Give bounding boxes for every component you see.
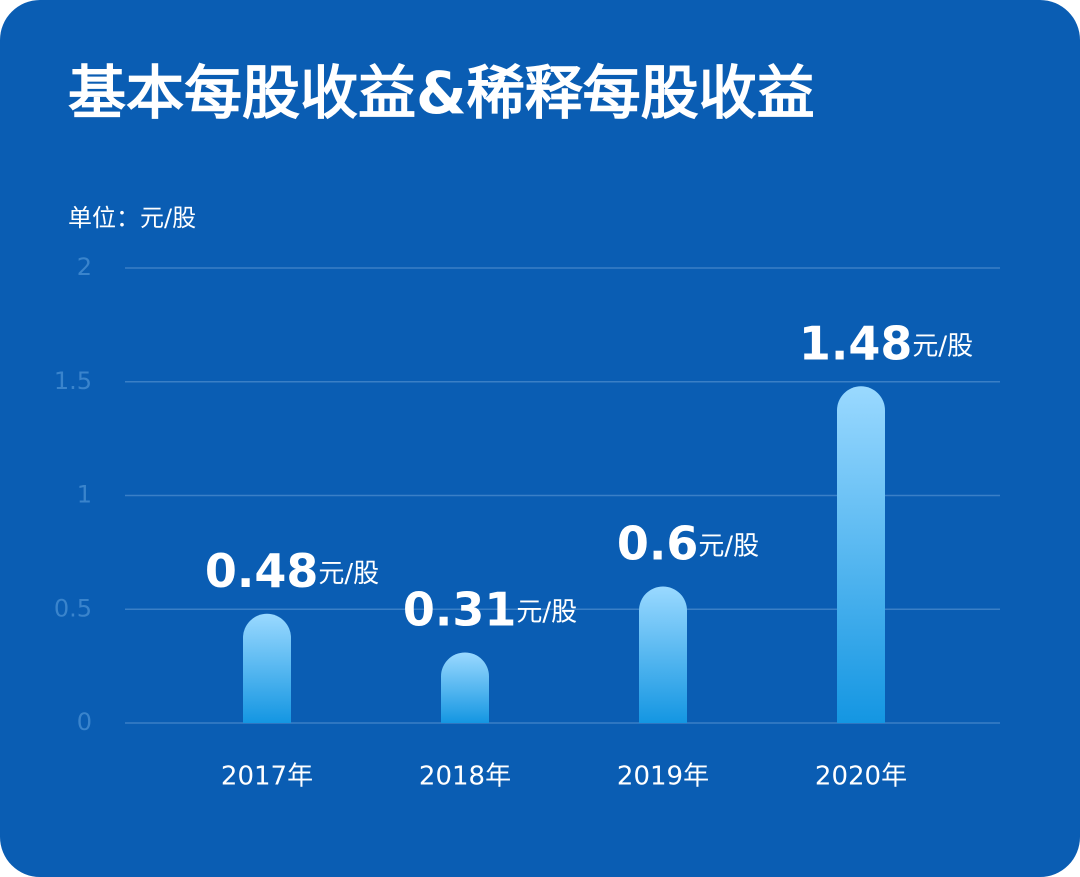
- value-label: 1.48元/股: [799, 316, 973, 370]
- value-label: 0.31元/股: [403, 582, 577, 636]
- bar: [639, 586, 687, 723]
- value-label: 0.48元/股: [205, 543, 379, 597]
- x-tick-label: 2019年: [617, 762, 709, 792]
- y-tick-label: 1: [77, 481, 92, 509]
- bar: [441, 652, 489, 723]
- bar: [837, 386, 885, 723]
- y-tick-label: 2: [77, 253, 92, 281]
- value-label: 0.6元/股: [617, 516, 759, 570]
- x-tick-label: 2017年: [221, 762, 313, 792]
- y-tick-label: 0: [77, 708, 92, 736]
- bar: [243, 613, 291, 723]
- x-tick-label: 2018年: [419, 762, 511, 792]
- y-tick-label: 0.5: [54, 594, 92, 622]
- chart-title: 基本每股收益&稀释每股收益: [68, 59, 815, 127]
- y-tick-label: 1.5: [54, 367, 92, 395]
- unit-label: 单位：元/股: [68, 204, 196, 232]
- x-tick-label: 2020年: [815, 762, 907, 792]
